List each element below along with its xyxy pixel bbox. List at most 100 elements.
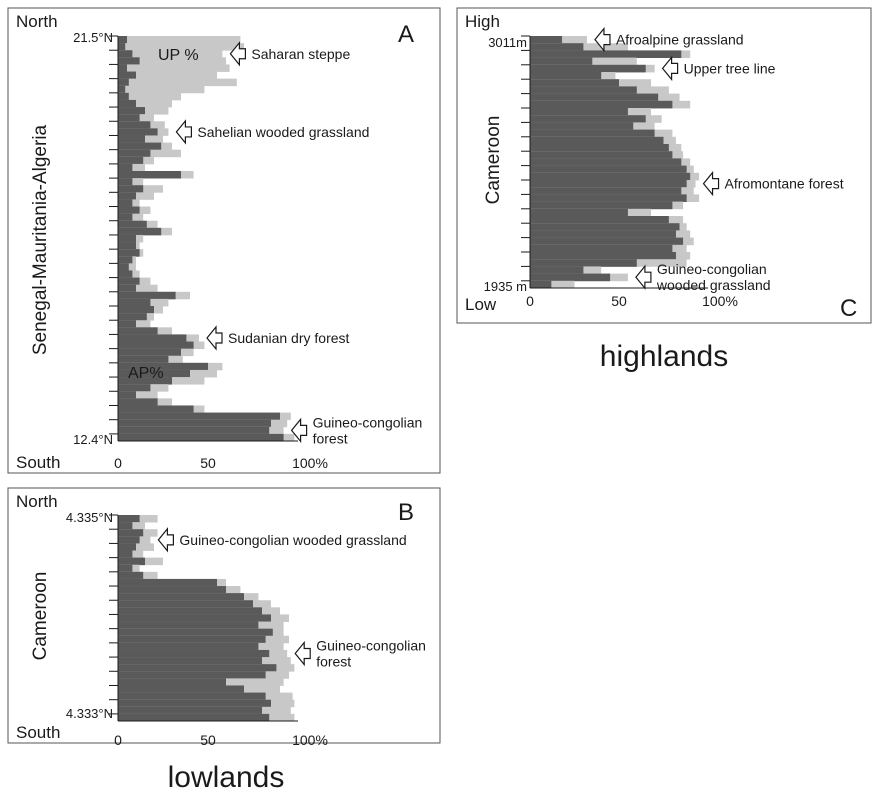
- panel-a-bar-ap: [118, 50, 133, 58]
- panel-a-bar-up: [118, 50, 223, 58]
- panel-a-bar-ap: [118, 362, 208, 371]
- panel-a-bar-ap: [118, 43, 126, 51]
- panel-c-x-tick-label: 50: [611, 293, 627, 309]
- annotation-arrow-icon: [294, 640, 311, 667]
- panel-b-bar-ap: [118, 635, 266, 644]
- panel-c-bar-ap: [530, 129, 655, 138]
- panel-c-bottom-label: Low: [465, 295, 497, 314]
- annotation-label: forest: [316, 654, 351, 670]
- annotation-label: Upper tree line: [684, 60, 776, 76]
- panel-b-bar-ap: [118, 621, 259, 630]
- panel-c-bar-ap: [530, 64, 646, 73]
- annotation-arrow-icon: [206, 325, 223, 351]
- panel-c-bar-ap: [530, 36, 563, 44]
- annotation-arrow-icon: [594, 26, 611, 53]
- annotation-arrow-icon: [702, 170, 720, 197]
- panel-a-bar-ap: [118, 355, 169, 364]
- panel-a-bar-ap: [118, 242, 136, 250]
- panel-a-bar-ap: [118, 178, 133, 186]
- panel-b-bar-ap: [118, 657, 262, 665]
- annotation-label: Afromontane forest: [725, 176, 844, 192]
- panel-c-bar-ap: [530, 86, 637, 94]
- panel-b-letter: B: [398, 499, 414, 526]
- panel-c-bar-ap: [530, 136, 664, 145]
- panel-a-bar-ap: [118, 405, 194, 413]
- panel-a-bar-ap: [118, 313, 147, 321]
- panel-a-x-tick-label: 100%: [292, 455, 328, 471]
- panel-b-bar-ap: [118, 578, 217, 587]
- panel-c-bar-ap: [530, 93, 659, 102]
- panel-b-bars: [118, 515, 295, 722]
- panel-c-bar-ap: [530, 216, 669, 224]
- annotation-label: Guineo-congolian: [316, 638, 426, 654]
- annotation-arrow-icon: [635, 264, 652, 290]
- panel-c-bar-ap: [530, 201, 673, 210]
- annotation-arrow-icon: [290, 417, 308, 444]
- panel-a-bar-ap: [118, 327, 158, 335]
- panel-b-bar-ap: [118, 649, 270, 658]
- panel-c-y-bottom-tick: 1935 m: [484, 279, 527, 294]
- panel-b-bar-ap: [118, 607, 262, 615]
- panel-a-bar-up: [118, 391, 158, 399]
- annotation-arrow-icon: [661, 55, 679, 82]
- panel-a-bar-ap: [118, 249, 140, 257]
- panel-c-bar-ap: [530, 180, 687, 188]
- panel-c-bar-ap: [530, 144, 669, 152]
- panel-a-label-up: UP %: [158, 47, 199, 64]
- panel-a-bar-ap: [118, 128, 158, 136]
- panel-b-ylabel: Cameroon: [30, 572, 51, 661]
- panel-b-bar-ap: [118, 543, 136, 551]
- panel-a-bar-ap: [118, 306, 154, 314]
- panel-b-bar-ap: [118, 593, 244, 601]
- panel-a-bar-ap: [118, 433, 284, 442]
- panel-c-bar-ap: [530, 43, 584, 51]
- annotation-label: wooded grassland: [656, 277, 771, 293]
- annotation-arrow-icon: [229, 41, 246, 67]
- panel-a-bar-up: [118, 36, 241, 44]
- panel-a-bar-ap: [118, 92, 129, 101]
- panel-b-axes: 0 50 100%: [109, 514, 328, 748]
- panel-a-bar-ap: [118, 135, 145, 143]
- panel-a-bar-ap: [118, 369, 190, 378]
- panel-b-bar-ap: [118, 713, 270, 722]
- panel-c-bar-ap: [530, 72, 602, 80]
- panel-b-top-label: North: [16, 492, 58, 511]
- panel-a-bar-ap: [118, 163, 133, 172]
- panel-c-x-tick-label: 100%: [702, 293, 738, 309]
- panel-a-bar-ap: [118, 419, 271, 428]
- panel-b-bar-ap: [118, 628, 273, 637]
- panel-b-bar-ap: [118, 699, 271, 708]
- panel-a-bar-ap: [118, 234, 136, 243]
- panel-a-axes: 0 50 100%: [109, 35, 328, 471]
- panel-a-bar-ap: [118, 227, 162, 236]
- panel-c-ylabel: Cameroon: [483, 116, 504, 205]
- annotation-arrow-icon: [175, 119, 192, 145]
- panel-b-x-tick-label: 0: [114, 732, 122, 748]
- panel-c-top-label: High: [465, 12, 500, 31]
- panel-c-x-tick-label: 0: [526, 293, 534, 309]
- panel-c-bar-ap: [530, 122, 634, 130]
- panel-b: 0 50 100% Guineo-congolian wooded grasslan…: [16, 492, 426, 748]
- panel-c-frame: [456, 7, 872, 324]
- panel-a-bar-up: [118, 284, 158, 293]
- panel-a-bar-ap: [118, 85, 126, 94]
- panel-b-bottom-label: South: [16, 723, 60, 742]
- panel-b-bar-ap: [118, 642, 259, 651]
- panel-c-bar-ap: [530, 266, 584, 274]
- panel-b-bar-ap: [118, 586, 226, 594]
- panel-c-y-top-tick: 3011m: [488, 35, 527, 50]
- panel-c-bar-ap: [530, 223, 680, 231]
- panel-c-bar-ap: [530, 259, 637, 267]
- panel-a-label-ap: AP%: [128, 365, 164, 382]
- panel-c-bar-ap: [530, 252, 676, 260]
- panel-b-bar-ap: [118, 550, 133, 559]
- panel-c-bar-ap: [530, 165, 687, 174]
- panel-a-y-top-tick: 21.5°N: [73, 30, 113, 45]
- panel-a-bar-ap: [118, 320, 136, 328]
- panel-b-frame: [7, 487, 441, 744]
- panel-a-bar-ap: [118, 171, 181, 179]
- panel-a-bar-ap: [118, 391, 136, 399]
- panel-c: 0 50 100% Afroalpine grassland Upper tree l…: [465, 12, 857, 322]
- panel-b-bar-ap: [118, 522, 133, 530]
